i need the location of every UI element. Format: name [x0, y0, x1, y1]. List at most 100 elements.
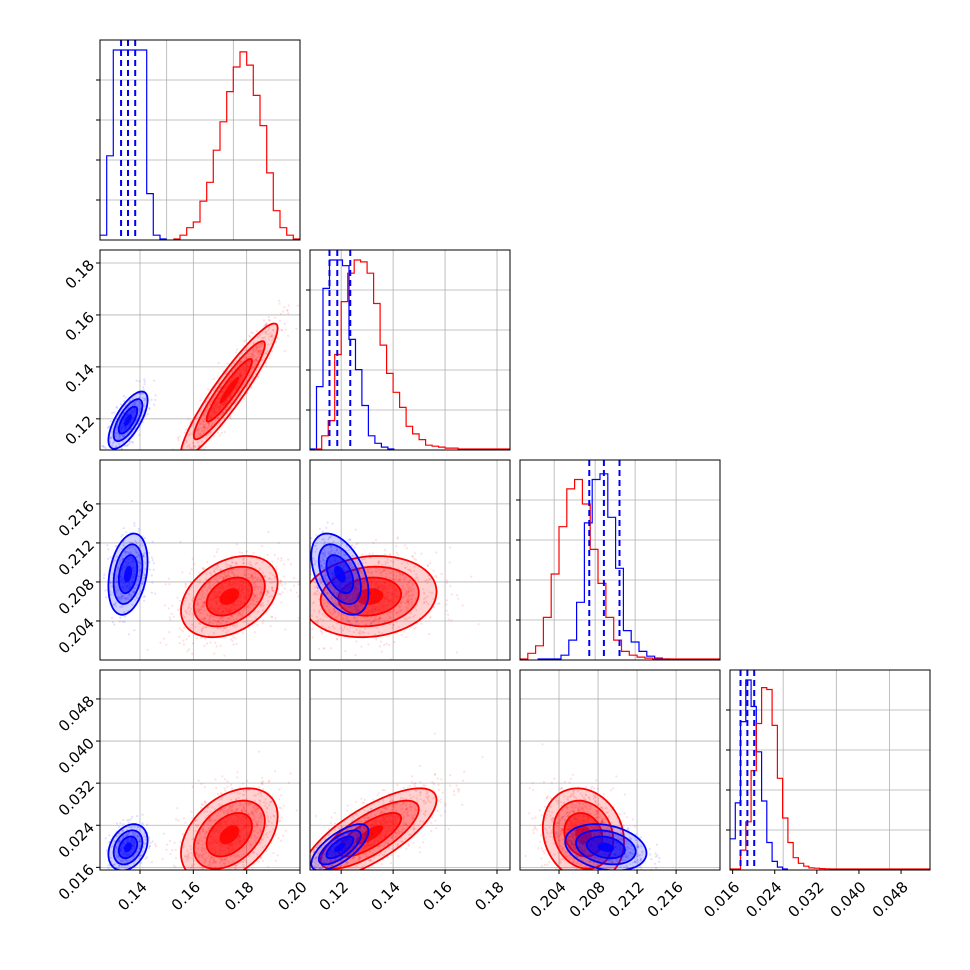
sample-point — [303, 594, 305, 596]
sample-point — [198, 581, 201, 584]
sample-point — [262, 788, 265, 791]
sample-point — [336, 592, 339, 595]
sample-point — [201, 429, 204, 432]
sample-point — [402, 595, 405, 598]
sample-point — [255, 358, 258, 361]
sample-point — [240, 809, 243, 812]
sample-point — [315, 542, 318, 545]
sample-point — [153, 379, 156, 382]
sample-point — [131, 603, 134, 606]
sample-point — [336, 604, 339, 607]
sample-point — [361, 553, 364, 556]
sample-point — [223, 626, 226, 629]
hist-frame — [309, 249, 511, 451]
sample-point — [194, 819, 197, 823]
sample-point — [384, 563, 387, 566]
sample-point — [138, 395, 141, 398]
sample-point — [124, 396, 127, 399]
sample-point — [188, 443, 191, 446]
sample-point — [253, 576, 256, 579]
sample-point — [224, 371, 228, 374]
sample-point — [370, 571, 373, 574]
sample-point — [205, 830, 208, 833]
sample-point — [274, 617, 277, 620]
sample-point — [132, 590, 135, 593]
sample-point — [361, 558, 364, 561]
sample-point — [353, 587, 356, 590]
sample-point — [253, 825, 256, 828]
sample-point — [393, 579, 396, 582]
sample-point — [185, 445, 189, 448]
sample-point — [287, 558, 290, 561]
sample-point — [123, 615, 126, 618]
sample-point — [399, 602, 403, 605]
sample-point — [377, 617, 380, 621]
sample-point — [356, 588, 359, 591]
sample-point — [126, 431, 129, 435]
sample-point — [183, 599, 186, 603]
sample-point — [208, 827, 211, 830]
sample-point — [203, 426, 206, 429]
sample-point — [128, 594, 131, 597]
sample-point — [401, 601, 404, 604]
sample-point — [101, 452, 103, 454]
sample-point — [121, 594, 124, 598]
sample-point — [143, 573, 146, 576]
sample-point — [198, 571, 201, 574]
sample-point — [252, 593, 255, 596]
sample-point — [208, 586, 211, 589]
sample-point — [208, 861, 211, 864]
sample-point — [200, 617, 203, 620]
sample-point — [231, 616, 234, 619]
sample-point — [205, 801, 208, 804]
sample-point — [202, 828, 205, 831]
sample-point — [234, 625, 237, 628]
sample-point — [216, 627, 219, 630]
sample-point — [177, 438, 180, 442]
sample-point — [279, 592, 282, 596]
sample-point — [319, 607, 322, 611]
sample-point — [221, 619, 224, 622]
blue-contour — [107, 532, 149, 616]
sample-point — [306, 605, 308, 607]
sample-point — [141, 392, 145, 395]
sample-point — [272, 589, 275, 592]
sample-point — [207, 422, 210, 425]
sample-point — [395, 552, 398, 555]
sample-point — [139, 407, 142, 410]
sample-point — [174, 865, 177, 869]
sample-point — [109, 556, 112, 559]
sample-point — [203, 601, 206, 605]
sample-point — [256, 624, 259, 627]
sample-point — [389, 616, 392, 619]
sample-point — [358, 632, 361, 635]
sample-point — [254, 880, 256, 882]
sample-point — [224, 408, 227, 411]
sample-point — [240, 809, 243, 812]
sample-point — [220, 617, 223, 620]
sample-point — [204, 859, 207, 862]
sample-point — [271, 587, 274, 590]
sample-point — [185, 638, 188, 641]
sample-point — [137, 530, 140, 533]
sample-point — [189, 452, 191, 454]
sample-point — [262, 619, 265, 622]
sample-point — [196, 580, 199, 583]
sample-point — [116, 567, 120, 570]
sample-point — [342, 618, 345, 621]
sample-point — [284, 582, 287, 586]
sample-point — [336, 547, 339, 550]
sample-point — [305, 619, 307, 621]
sample-point — [377, 569, 380, 572]
sample-point — [202, 567, 205, 571]
scatter-panel-1-0 — [99, 249, 301, 454]
sample-point — [354, 654, 357, 657]
sample-point — [429, 615, 432, 618]
sample-point — [388, 577, 392, 580]
sample-point — [406, 600, 409, 603]
sample-point — [198, 579, 202, 582]
sample-point — [477, 623, 480, 626]
sample-point — [260, 349, 263, 352]
sample-point — [253, 816, 256, 819]
sample-point — [137, 570, 140, 573]
